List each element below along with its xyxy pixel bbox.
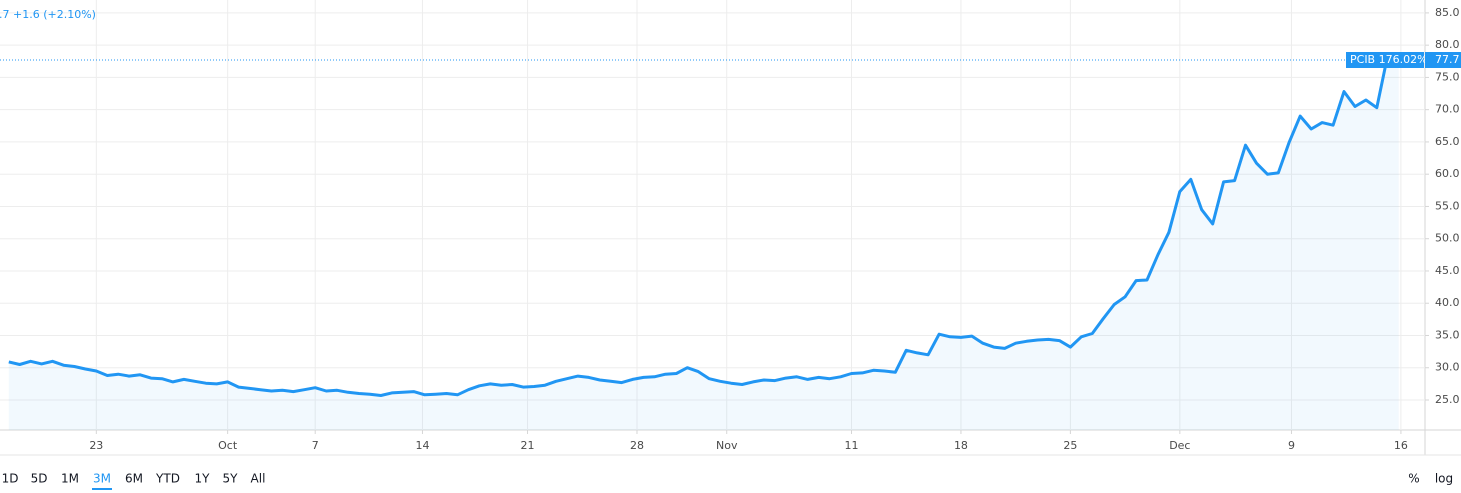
x-tick-label: Dec	[1169, 439, 1190, 452]
last-price-label: 77.7	[1435, 53, 1460, 66]
range-button[interactable]: All	[251, 472, 266, 486]
y-tick-label: 50.0	[1435, 232, 1460, 245]
x-tick-label: 7	[312, 439, 319, 452]
y-tick-label: 80.0	[1435, 38, 1460, 51]
x-tick-label: 18	[954, 439, 968, 452]
legend-header: 7.7 +1.6 (+2.10%)	[0, 8, 96, 21]
toolbar: 1D 5D 1M 3M 6M YTD 1Y 5Y All% log	[2, 472, 1453, 490]
line	[8, 53, 1400, 397]
x-tick-label: Nov	[716, 439, 738, 452]
y-tick-label: 75.0	[1435, 70, 1460, 83]
x-tick-label: 14	[415, 439, 429, 452]
x-tick-label: 25	[1063, 439, 1077, 452]
last-price-box	[1425, 52, 1461, 68]
range-button[interactable]: 1M	[61, 472, 79, 486]
range-button[interactable]: YTD	[155, 472, 180, 486]
y-tick-label: 40.0	[1435, 296, 1460, 309]
y-tick-label: 65.0	[1435, 135, 1460, 148]
y-tick-label: 45.0	[1435, 264, 1460, 277]
y-tick-label: 55.0	[1435, 199, 1460, 212]
x-tick-label: 16	[1394, 439, 1408, 452]
series-label-box	[1346, 52, 1424, 68]
series-label: PCIB 176.02%	[1350, 53, 1428, 66]
log-toggle[interactable]: log	[1435, 472, 1453, 486]
x-tick-label: 21	[521, 439, 535, 452]
grid: 25.0 30.0 35.0 40.0 45.0 50.0 55.0 60.0 65.0 70.0…	[0, 0, 1460, 452]
range-button[interactable]: 1D	[2, 472, 19, 486]
percent-toggle[interactable]: %	[1408, 472, 1419, 486]
x-tick-label: 11	[844, 439, 858, 452]
x-tick-label: 23	[89, 439, 103, 452]
x-tick-label: 9	[1288, 439, 1295, 452]
x-tick-label: Oct	[218, 439, 238, 452]
y-tick-label: 30.0	[1435, 361, 1460, 374]
x-tick-label: 28	[630, 439, 644, 452]
area	[8, 54, 1399, 431]
y-tick-label: 70.0	[1435, 103, 1460, 116]
range-button[interactable]: 6M	[125, 472, 143, 486]
y-tick-label: 35.0	[1435, 328, 1460, 341]
plot: PCIB 176.02% 77.7	[0, 52, 1461, 431]
range-button[interactable]: 1Y	[195, 472, 211, 486]
y-tick-label: 85.0	[1435, 6, 1460, 19]
range-button[interactable]: 5D	[31, 472, 48, 486]
y-tick-label: 25.0	[1435, 393, 1460, 406]
y-tick-label: 60.0	[1435, 167, 1460, 180]
range-button[interactable]: 5Y	[223, 472, 239, 486]
range-button[interactable]: 3M	[93, 472, 111, 486]
